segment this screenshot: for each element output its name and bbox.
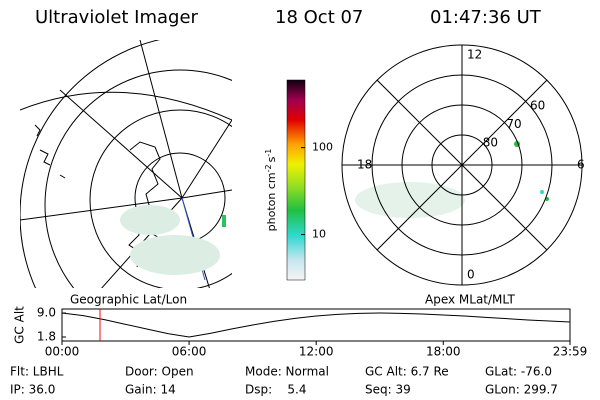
mlt-label: 12 [467, 48, 482, 62]
polar-grid [341, 44, 583, 286]
date: 18 Oct 07 [275, 7, 363, 28]
info-field: Dsp: 5.4 [245, 383, 307, 397]
info-field: IP: 36.0 [10, 383, 55, 397]
lat-ring [401, 104, 523, 226]
orbit-ylabel: GC Alt [13, 306, 27, 344]
x-tick-label: 18:00 [426, 345, 461, 359]
x-tick-label: 12:00 [299, 345, 334, 359]
x-tick-label: 23:59 [553, 345, 588, 359]
info-field: GC Alt: 6.7 Re [365, 365, 449, 379]
colorbar-tick-label: 10 [312, 228, 326, 241]
info-field: Flt: LBHL [10, 365, 64, 379]
globe [20, 40, 232, 288]
lat-label: 80 [483, 135, 498, 149]
info-field: Seq: 39 [365, 383, 411, 397]
info-field: Mode: Normal [245, 365, 329, 379]
orbit-altitude [61, 312, 571, 338]
info-field: Door: Open [125, 365, 194, 379]
lat-label: 60 [530, 98, 545, 112]
x-tick-label: 00:00 [45, 345, 80, 359]
y-tick-label: 9.0 [37, 306, 56, 320]
info-field: GLat: -76.0 [485, 365, 552, 379]
colorbar [286, 79, 306, 281]
info-field: GLon: 299.7 [485, 383, 558, 397]
mlt-label: 6 [577, 158, 585, 172]
x-tick-label: 06:00 [172, 345, 207, 359]
lat-ring [431, 134, 493, 196]
left-label: Geographic Lat/Lon [70, 293, 187, 307]
mlt-label: 0 [467, 268, 475, 282]
y-tick-label: 1.8 [37, 330, 56, 344]
time: 01:47:36 UT [430, 7, 542, 28]
colorbar-tick-label: 100 [312, 141, 333, 154]
right-label: Apex MLat/MLT [425, 293, 515, 307]
colorbar-label: photon cm-2s-1 [264, 149, 279, 232]
info-field: Gain: 14 [125, 383, 176, 397]
orbit-frame [61, 308, 571, 342]
instrument: Ultraviolet Imager [35, 7, 199, 28]
mlt-label: 18 [357, 158, 372, 172]
lat-label: 70 [506, 117, 521, 131]
lat-ring [371, 74, 553, 256]
